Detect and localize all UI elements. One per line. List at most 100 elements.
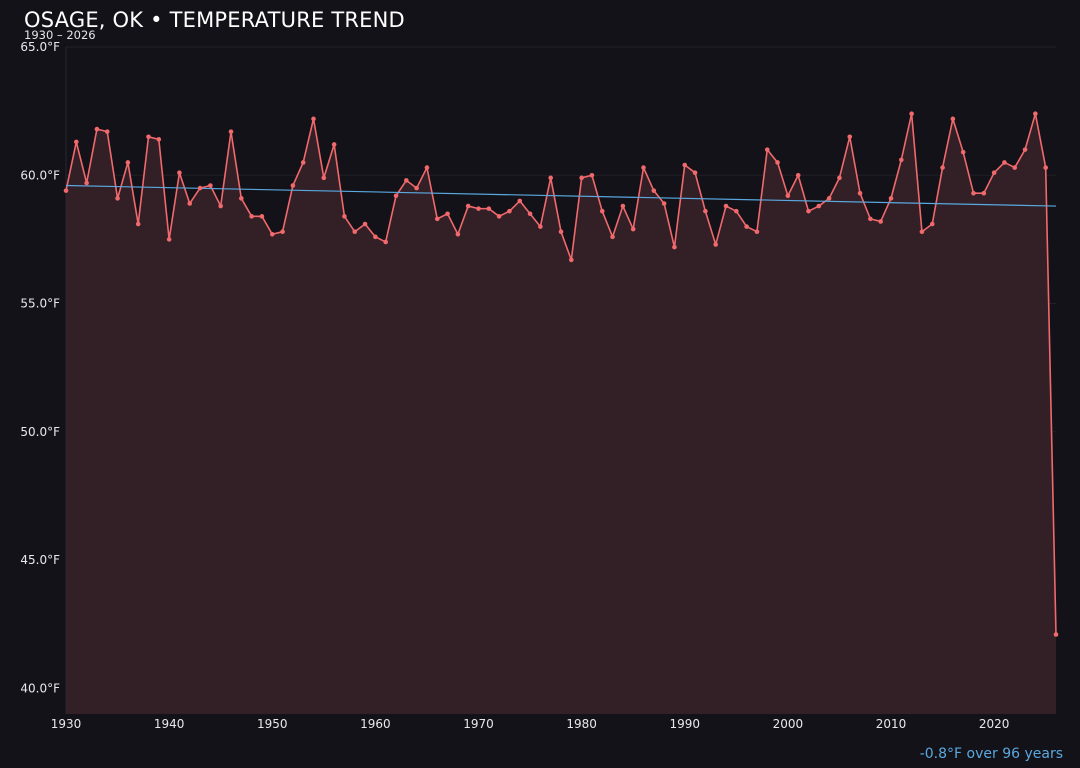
data-point bbox=[218, 203, 223, 209]
x-axis-tick-labels: 1930 1940 1950 1960 1970 1980 1990 2000 2010 2020 bbox=[51, 717, 1010, 731]
data-point bbox=[166, 237, 172, 242]
y-tick-label: 45.0°F bbox=[20, 553, 60, 567]
data-point bbox=[517, 198, 523, 204]
data-point bbox=[280, 229, 285, 235]
data-point bbox=[1012, 165, 1018, 170]
chart-title: OSAGE, OK • TEMPERATURE TREND bbox=[24, 8, 405, 32]
data-point bbox=[589, 172, 595, 178]
data-point bbox=[249, 214, 254, 219]
data-point bbox=[548, 175, 553, 181]
data-point bbox=[888, 196, 894, 201]
data-point bbox=[393, 193, 399, 199]
data-point bbox=[259, 214, 265, 219]
data-point bbox=[785, 193, 791, 199]
data-point bbox=[744, 224, 749, 229]
y-tick-label: 60.0°F bbox=[20, 168, 60, 182]
data-point bbox=[115, 196, 120, 201]
data-point bbox=[300, 160, 306, 165]
data-point bbox=[538, 224, 543, 229]
data-point bbox=[465, 203, 471, 209]
data-point bbox=[847, 134, 853, 140]
data-point bbox=[661, 201, 667, 206]
x-tick-label: 2010 bbox=[876, 717, 907, 731]
data-point bbox=[682, 162, 688, 168]
data-point bbox=[445, 211, 450, 217]
data-point bbox=[837, 175, 842, 181]
data-point bbox=[74, 139, 79, 145]
data-point bbox=[919, 229, 925, 235]
x-tick-label: 2020 bbox=[979, 717, 1010, 731]
data-point bbox=[610, 234, 615, 240]
data-point bbox=[599, 208, 605, 214]
data-point bbox=[486, 206, 492, 211]
y-axis-tick-labels: 40.0°F 45.0°F 50.0°F 55.0°F 60.0°F 65.0°F bbox=[20, 40, 60, 695]
data-point bbox=[971, 190, 976, 196]
x-tick-label: 1970 bbox=[463, 717, 494, 731]
data-point bbox=[373, 234, 378, 240]
data-point bbox=[754, 229, 760, 235]
data-point bbox=[692, 170, 698, 175]
data-point bbox=[331, 142, 337, 147]
data-point bbox=[321, 175, 327, 181]
area-layer bbox=[66, 113, 1056, 714]
data-point bbox=[620, 203, 626, 209]
data-point bbox=[1043, 165, 1048, 170]
data-point bbox=[197, 185, 203, 191]
data-point bbox=[641, 165, 646, 170]
data-point bbox=[414, 185, 419, 191]
data-point bbox=[579, 175, 584, 181]
data-point bbox=[239, 196, 244, 201]
data-point bbox=[527, 211, 533, 217]
data-point bbox=[1053, 632, 1059, 637]
data-point bbox=[878, 219, 883, 224]
data-point bbox=[404, 178, 409, 183]
data-point bbox=[455, 231, 461, 237]
data-point bbox=[703, 208, 708, 214]
data-point bbox=[909, 111, 914, 116]
x-tick-label: 1960 bbox=[360, 717, 391, 731]
data-point bbox=[1002, 160, 1007, 165]
data-point bbox=[156, 137, 162, 142]
trend-layer bbox=[65, 184, 1057, 207]
y-tick-label: 55.0°F bbox=[20, 297, 60, 311]
data-point bbox=[187, 201, 193, 206]
x-tick-label: 1980 bbox=[566, 717, 597, 731]
x-tick-label: 1990 bbox=[669, 717, 700, 731]
data-point bbox=[713, 242, 718, 247]
data-point bbox=[630, 226, 636, 232]
x-tick-label: 1940 bbox=[154, 717, 185, 731]
data-point bbox=[94, 126, 100, 132]
data-point bbox=[929, 221, 935, 227]
data-point bbox=[569, 257, 574, 263]
data-point bbox=[558, 229, 564, 235]
data-point bbox=[146, 134, 151, 140]
trend-summary: -0.8°F over 96 years bbox=[919, 746, 1063, 762]
data-point bbox=[125, 160, 131, 165]
data-point bbox=[104, 129, 110, 134]
data-point bbox=[991, 170, 997, 175]
data-point bbox=[899, 157, 904, 163]
area-fill bbox=[66, 113, 1056, 714]
data-point bbox=[950, 116, 956, 122]
data-point bbox=[857, 190, 863, 196]
data-point bbox=[795, 172, 801, 178]
data-point bbox=[362, 221, 368, 227]
data-point bbox=[434, 216, 440, 222]
data-point bbox=[940, 165, 945, 170]
data-point bbox=[868, 216, 873, 222]
data-point bbox=[1033, 111, 1038, 116]
data-point bbox=[651, 188, 657, 193]
data-point bbox=[496, 214, 502, 219]
data-point bbox=[352, 229, 358, 235]
y-tick-label: 65.0°F bbox=[20, 40, 60, 54]
point-layer bbox=[63, 111, 1059, 637]
data-point bbox=[960, 149, 966, 155]
data-point bbox=[476, 206, 481, 211]
trend-line bbox=[65, 184, 1057, 207]
data-point bbox=[806, 208, 811, 214]
data-point bbox=[383, 239, 388, 245]
data-point bbox=[177, 170, 182, 175]
data-point bbox=[816, 203, 822, 209]
data-point bbox=[826, 196, 832, 201]
data-point bbox=[342, 214, 347, 219]
